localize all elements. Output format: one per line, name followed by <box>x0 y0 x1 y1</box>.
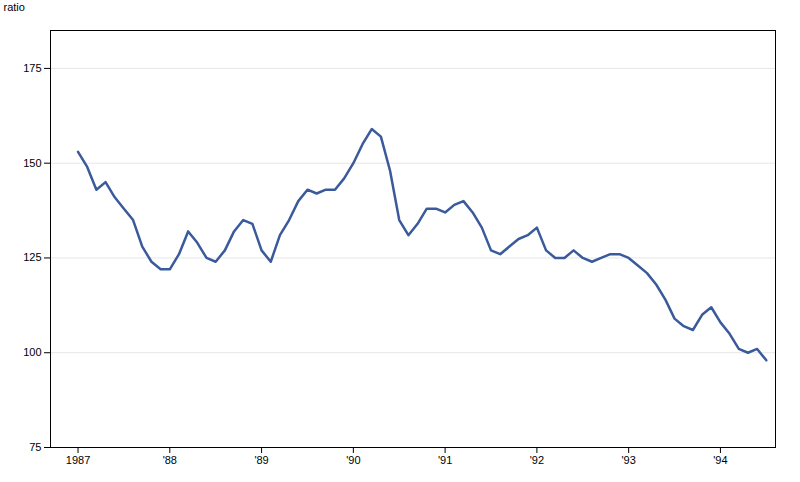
svg-text:125: 125 <box>23 251 41 263</box>
svg-text:'93: '93 <box>621 454 635 466</box>
svg-text:175: 175 <box>23 62 41 74</box>
svg-text:150: 150 <box>23 157 41 169</box>
svg-text:'90: '90 <box>346 454 360 466</box>
svg-text:'94: '94 <box>713 454 727 466</box>
svg-text:75: 75 <box>29 441 41 453</box>
svg-text:'92: '92 <box>530 454 544 466</box>
svg-text:100: 100 <box>23 346 41 358</box>
svg-text:'89: '89 <box>254 454 268 466</box>
svg-text:'91: '91 <box>438 454 452 466</box>
svg-text:1987: 1987 <box>66 454 90 466</box>
svg-text:ratio: ratio <box>4 1 25 13</box>
svg-text:'88: '88 <box>163 454 177 466</box>
